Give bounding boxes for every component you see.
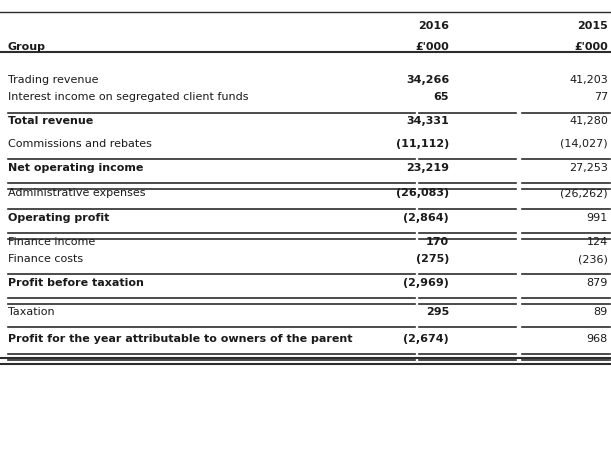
Text: Finance income: Finance income — [8, 237, 95, 247]
Text: Administrative expenses: Administrative expenses — [8, 188, 145, 199]
Text: (11,112): (11,112) — [396, 139, 449, 149]
Text: (2,674): (2,674) — [403, 334, 449, 344]
Text: (2,864): (2,864) — [403, 213, 449, 223]
Text: 34,331: 34,331 — [406, 116, 449, 127]
Text: 879: 879 — [587, 278, 608, 288]
Text: 170: 170 — [426, 237, 449, 247]
Text: (236): (236) — [578, 254, 608, 264]
Text: £'000: £'000 — [415, 42, 449, 52]
Text: 41,280: 41,280 — [569, 116, 608, 127]
Text: £'000: £'000 — [574, 42, 608, 52]
Text: 34,266: 34,266 — [406, 75, 449, 85]
Text: 89: 89 — [594, 307, 608, 317]
Text: 2015: 2015 — [577, 21, 608, 31]
Text: Profit before taxation: Profit before taxation — [8, 278, 144, 288]
Text: (275): (275) — [415, 254, 449, 264]
Text: Interest income on segregated client funds: Interest income on segregated client fun… — [8, 92, 249, 103]
Text: 41,203: 41,203 — [569, 75, 608, 85]
Text: Operating profit: Operating profit — [8, 213, 109, 223]
Text: Total revenue: Total revenue — [8, 116, 93, 127]
Text: 77: 77 — [594, 92, 608, 103]
Text: 65: 65 — [434, 92, 449, 103]
Text: 124: 124 — [587, 237, 608, 247]
Text: (26,262): (26,262) — [560, 188, 608, 199]
Text: 2016: 2016 — [418, 21, 449, 31]
Text: Net operating income: Net operating income — [8, 163, 144, 173]
Text: (2,969): (2,969) — [403, 278, 449, 288]
Text: Taxation: Taxation — [8, 307, 54, 317]
Text: Trading revenue: Trading revenue — [8, 75, 98, 85]
Text: 968: 968 — [587, 334, 608, 344]
Text: Finance costs: Finance costs — [8, 254, 83, 264]
Text: 295: 295 — [426, 307, 449, 317]
Text: Group: Group — [8, 42, 46, 52]
Text: 991: 991 — [587, 213, 608, 223]
Text: (26,083): (26,083) — [396, 188, 449, 199]
Text: Commissions and rebates: Commissions and rebates — [8, 139, 152, 149]
Text: Profit for the year attributable to owners of the parent: Profit for the year attributable to owne… — [8, 334, 353, 344]
Text: (14,027): (14,027) — [560, 139, 608, 149]
Text: 27,253: 27,253 — [569, 163, 608, 173]
Text: 23,219: 23,219 — [406, 163, 449, 173]
